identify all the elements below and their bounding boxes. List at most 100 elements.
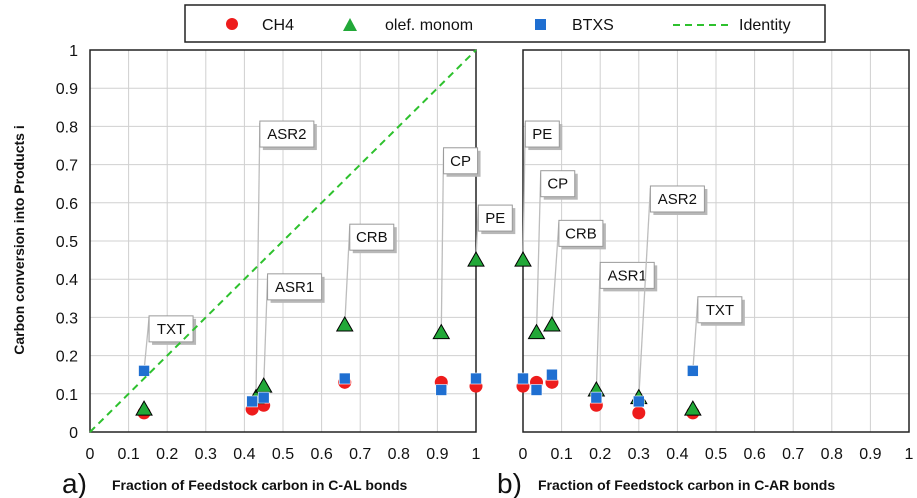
callout-label: TXT [157,321,185,338]
y-tick-label: 1 [69,43,78,60]
x-tick-label: 0.2 [156,446,178,463]
y-tick-label: 0.1 [56,387,78,404]
y-tick-label: 0 [69,425,78,442]
btxs-point [257,391,270,404]
olef-monom-point [467,251,485,267]
callout-leader-line [440,149,445,333]
y-tick-label: 0.6 [56,196,78,213]
legend-identity-label: Identity [739,17,791,34]
btxs-point [138,365,150,377]
callout-box [259,120,315,148]
callout-label: CRB [565,225,597,242]
callout-leader-line [263,275,269,387]
x-tick-label: 0.3 [628,446,650,463]
panel-b: 0 0.1 0.2 0.3 0.4 0.5 0.6 0.7 0.8 0.9 1 PE CP CRB ASR1… [514,49,914,463]
btxs-point [517,372,529,385]
callout-leader-line [595,264,601,391]
legend-olef-label: olef. monom [385,17,473,34]
btxs-point [246,395,258,408]
y-tick-label: 0.8 [56,119,78,136]
x-tick-label: 0.6 [310,446,332,463]
ch4-point [632,406,646,420]
btxs-point [338,372,351,385]
x-tick-label: 0.7 [349,446,371,463]
x-tick-label: 0.1 [550,446,572,463]
callout-box [477,204,513,232]
callout-leader-line [255,123,261,398]
callout-label: CRB [356,229,388,246]
y-tick-label: 0.2 [56,349,78,366]
callout-leader-line [344,226,351,326]
olef-monom-point [335,316,354,332]
olef-monom-point [514,251,532,267]
panel-b-xlabel: Fraction of Feedstock carbon in C-AR bon… [538,477,835,493]
btxs-point [632,395,645,408]
olef-monom-point [432,323,451,340]
olef-monom-point [254,377,273,393]
y-tick-label: 0.5 [56,234,78,251]
x-tick-label: 0.8 [821,446,843,463]
callout-leader-line [535,172,542,333]
y-tick-label: 0.7 [56,158,78,175]
callout-box [524,120,560,148]
callout-label: PE [485,210,505,227]
olef-monom-point [527,323,546,340]
legend-btxs-label: BTXS [572,17,614,34]
x-tick-label: 0.9 [426,446,448,463]
x-tick-label: 0.3 [195,446,217,463]
olef-monom-point [135,400,153,416]
legend-box [184,4,826,43]
x-tick-label: 1 [905,446,914,463]
panel-b-letter: b) [497,468,522,498]
x-tick-label: 0.9 [859,446,881,463]
callout-label: CP [450,153,471,170]
callout-label: ASR1 [275,279,314,296]
btxs-point [435,384,448,396]
callout-leader-line [692,298,699,371]
btxs-point [530,384,543,396]
panel-a-letter: a) [62,468,87,498]
callout-box [267,273,323,301]
callout-label: CP [547,176,568,193]
callout-label: PE [532,126,552,143]
y-tick-label: 0.4 [56,272,78,289]
identity-line [89,49,477,433]
x-tick-label: 0.5 [705,446,727,463]
callout-box [349,223,395,251]
x-tick-label: 0.5 [272,446,294,463]
legend-ch4-marker [226,18,238,30]
callout-box [649,185,705,213]
callout-box [443,147,479,175]
olef-monom-point [683,400,702,416]
callout-box [558,219,604,247]
y-axis-title: Carbon conversion into Products i [11,125,27,354]
legend: CH4 olef. monom BTXS Identity [184,4,826,43]
panel-a: 0 0.1 0.2 0.3 0.4 0.5 0.6 0.7 0.8 0.9 1 0 0.1 0.2 0.3 0… [56,43,516,463]
y-tick-label: 0.9 [56,81,78,98]
callout-label: ASR2 [658,191,697,208]
x-tick-label: 0.2 [589,446,611,463]
callout-leader-line [551,222,560,326]
btxs-point [470,372,482,385]
panel-a-xlabel: Fraction of Feedstock carbon in C-AL bon… [112,477,408,493]
legend-btxs-marker [535,19,546,30]
callout-leader-line [143,317,150,371]
x-tick-label: 0.7 [782,446,804,463]
plot-area-border [89,49,477,433]
x-tick-label: 0.4 [666,446,688,463]
legend-ch4-label: CH4 [262,17,294,34]
callout-label: ASR2 [267,126,306,143]
x-tick-label: 0.4 [233,446,255,463]
x-tick-label: 0.6 [743,446,765,463]
btxs-point [590,391,603,404]
btxs-point [687,365,699,377]
x-tick-label: 0 [519,446,528,463]
callout-box [697,296,743,324]
olef-monom-point [543,316,561,332]
x-tick-label: 0.8 [388,446,410,463]
callout-label: ASR1 [608,267,647,284]
legend-olef-marker [343,18,357,31]
y-tick-label: 0.3 [56,310,78,327]
x-tick-label: 1 [472,446,481,463]
